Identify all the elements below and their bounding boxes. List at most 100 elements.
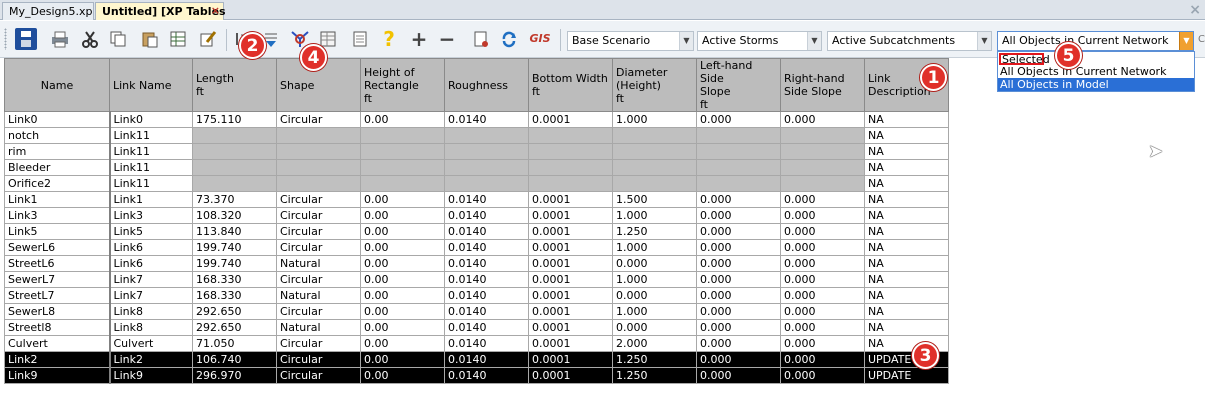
copy-icon[interactable] (107, 28, 129, 50)
table-cell[interactable] (276, 143, 361, 160)
table-cell[interactable]: 1.500 (612, 191, 697, 208)
table-cell[interactable]: 0.00 (360, 223, 445, 240)
table-cell[interactable] (276, 175, 361, 192)
table-cell[interactable]: 0.0001 (528, 271, 613, 288)
table-cell[interactable]: 0.0140 (444, 287, 529, 304)
table-cell[interactable]: Link2 (109, 351, 193, 368)
table-cell[interactable]: 108.320 (192, 207, 277, 224)
row-name-cell[interactable]: Bleeder (4, 159, 111, 176)
table-row[interactable]: SewerL6 Link6 199.740 Circular 0.00 0.0140 0.0… (4, 239, 949, 256)
table-cell[interactable]: 0.000 (696, 191, 781, 208)
table-cell[interactable]: 1.250 (612, 351, 697, 368)
table-cell[interactable]: 175.110 (192, 111, 277, 128)
table-cell[interactable]: 0.000 (780, 223, 865, 240)
storms-select[interactable]: Active Storms ▼ (697, 31, 822, 51)
table-cell[interactable]: Natural (276, 287, 361, 304)
table-cell[interactable]: 0.0001 (528, 255, 613, 272)
row-name-cell[interactable]: Link2 (4, 351, 111, 368)
table-cell[interactable]: Circular (276, 239, 361, 256)
table-cell[interactable] (612, 143, 697, 160)
row-name-cell[interactable]: rim (4, 143, 111, 160)
row-name-cell[interactable]: Link5 (4, 223, 111, 240)
table-cell[interactable]: Circular (276, 223, 361, 240)
table-cell[interactable]: 0.000 (780, 239, 865, 256)
table-cell[interactable]: Link6 (109, 255, 193, 272)
table-cell[interactable] (360, 127, 445, 144)
row-name-cell[interactable]: Orifice2 (4, 175, 111, 192)
table-cell[interactable]: 0.000 (696, 239, 781, 256)
table-cell[interactable]: 0.0001 (528, 287, 613, 304)
table-cell[interactable]: 0.00 (360, 335, 445, 352)
table-cell[interactable]: 0.000 (696, 271, 781, 288)
chevron-down-icon[interactable]: ▼ (679, 32, 693, 50)
table-row[interactable]: Link5 Link5 113.840 Circular 0.00 0.0140 0.000… (4, 223, 949, 240)
table-cell[interactable]: 0.000 (696, 351, 781, 368)
table-cell[interactable]: 0.0140 (444, 351, 529, 368)
window-close-icon[interactable]: × (1189, 2, 1201, 18)
table-cell[interactable]: 0.0140 (444, 207, 529, 224)
table-cell[interactable]: NA (864, 255, 949, 272)
table-cell[interactable]: NA (864, 287, 949, 304)
column-header[interactable]: Height of Rectangle ft (360, 58, 445, 112)
table-cell[interactable] (780, 159, 865, 176)
table-cell[interactable]: Link3 (109, 207, 193, 224)
table-cell[interactable]: NA (864, 207, 949, 224)
table-cell[interactable]: Circular (276, 351, 361, 368)
table-cell[interactable]: 0.0001 (528, 207, 613, 224)
table-cell[interactable]: 0.00 (360, 367, 445, 384)
table-cell[interactable]: NA (864, 319, 949, 336)
table-cell[interactable]: 0.000 (696, 223, 781, 240)
table-cell[interactable]: 199.740 (192, 239, 277, 256)
table-cell[interactable]: 0.00 (360, 255, 445, 272)
table-cell[interactable]: 0.0001 (528, 191, 613, 208)
table-cell[interactable]: 1.250 (612, 223, 697, 240)
table-row[interactable]: notch Link11 NA (4, 127, 949, 144)
table-row[interactable]: Orifice2 Link11 NA (4, 175, 949, 192)
chevron-down-icon[interactable]: ▼ (807, 32, 821, 50)
table-cell[interactable]: 0.000 (780, 351, 865, 368)
dropdown-option-selected[interactable]: Selected (999, 53, 1050, 65)
table-cell[interactable] (528, 159, 613, 176)
table-cell[interactable]: 0.0140 (444, 303, 529, 320)
column-header[interactable]: Length ft (192, 58, 277, 112)
table-cell[interactable] (780, 175, 865, 192)
table-cell[interactable]: 1.000 (612, 239, 697, 256)
table-cell[interactable] (444, 175, 529, 192)
table-cell[interactable]: 0.00 (360, 287, 445, 304)
table-cell[interactable]: NA (864, 239, 949, 256)
table-cell[interactable]: 0.00 (360, 351, 445, 368)
table-row[interactable]: Link3 Link3 108.320 Circular 0.00 0.0140 0.000… (4, 207, 949, 224)
row-name-cell[interactable]: Link9 (4, 367, 111, 384)
table-cell[interactable]: 0.000 (780, 207, 865, 224)
table-row[interactable]: Culvert Culvert 71.050 Circular 0.00 0.0140 0.… (4, 335, 949, 352)
row-name-cell[interactable]: Link3 (4, 207, 111, 224)
export-icon[interactable] (167, 28, 189, 50)
table-cell[interactable] (612, 127, 697, 144)
table-cell[interactable]: 0.000 (780, 335, 865, 352)
table-cell[interactable]: 0.00 (360, 111, 445, 128)
table-cell[interactable] (192, 175, 277, 192)
table-cell[interactable]: 1.000 (612, 207, 697, 224)
table-cell[interactable] (444, 143, 529, 160)
table-cell[interactable] (276, 127, 361, 144)
subcatchments-select[interactable]: Active Subcatchments ▼ (827, 31, 992, 51)
table-row[interactable]: Streetl8 Link8 292.650 Natural 0.00 0.0140 0.0… (4, 319, 949, 336)
table-cell[interactable] (444, 159, 529, 176)
chevron-down-icon[interactable]: ▼ (977, 32, 991, 50)
node-icon[interactable] (289, 28, 311, 50)
table-cell[interactable]: 0.0140 (444, 319, 529, 336)
table-cell[interactable] (780, 127, 865, 144)
table-cell[interactable]: 0.00 (360, 303, 445, 320)
table-cell[interactable]: Link1 (109, 191, 193, 208)
list-icon[interactable] (349, 28, 371, 50)
table-cell[interactable]: 0.000 (696, 111, 781, 128)
table-cell[interactable]: Circular (276, 191, 361, 208)
table-cell[interactable]: NA (864, 127, 949, 144)
table-cell[interactable]: 0.0001 (528, 303, 613, 320)
table-row[interactable]: Bleeder Link11 NA (4, 159, 949, 176)
table-cell[interactable]: 292.650 (192, 319, 277, 336)
table-cell[interactable]: NA (864, 223, 949, 240)
row-name-cell[interactable]: notch (4, 127, 111, 144)
tab-my-design[interactable]: My_Design5.xp (2, 2, 94, 20)
dropdown-option-all-objects[interactable]: All Objects in Model (998, 78, 1194, 91)
